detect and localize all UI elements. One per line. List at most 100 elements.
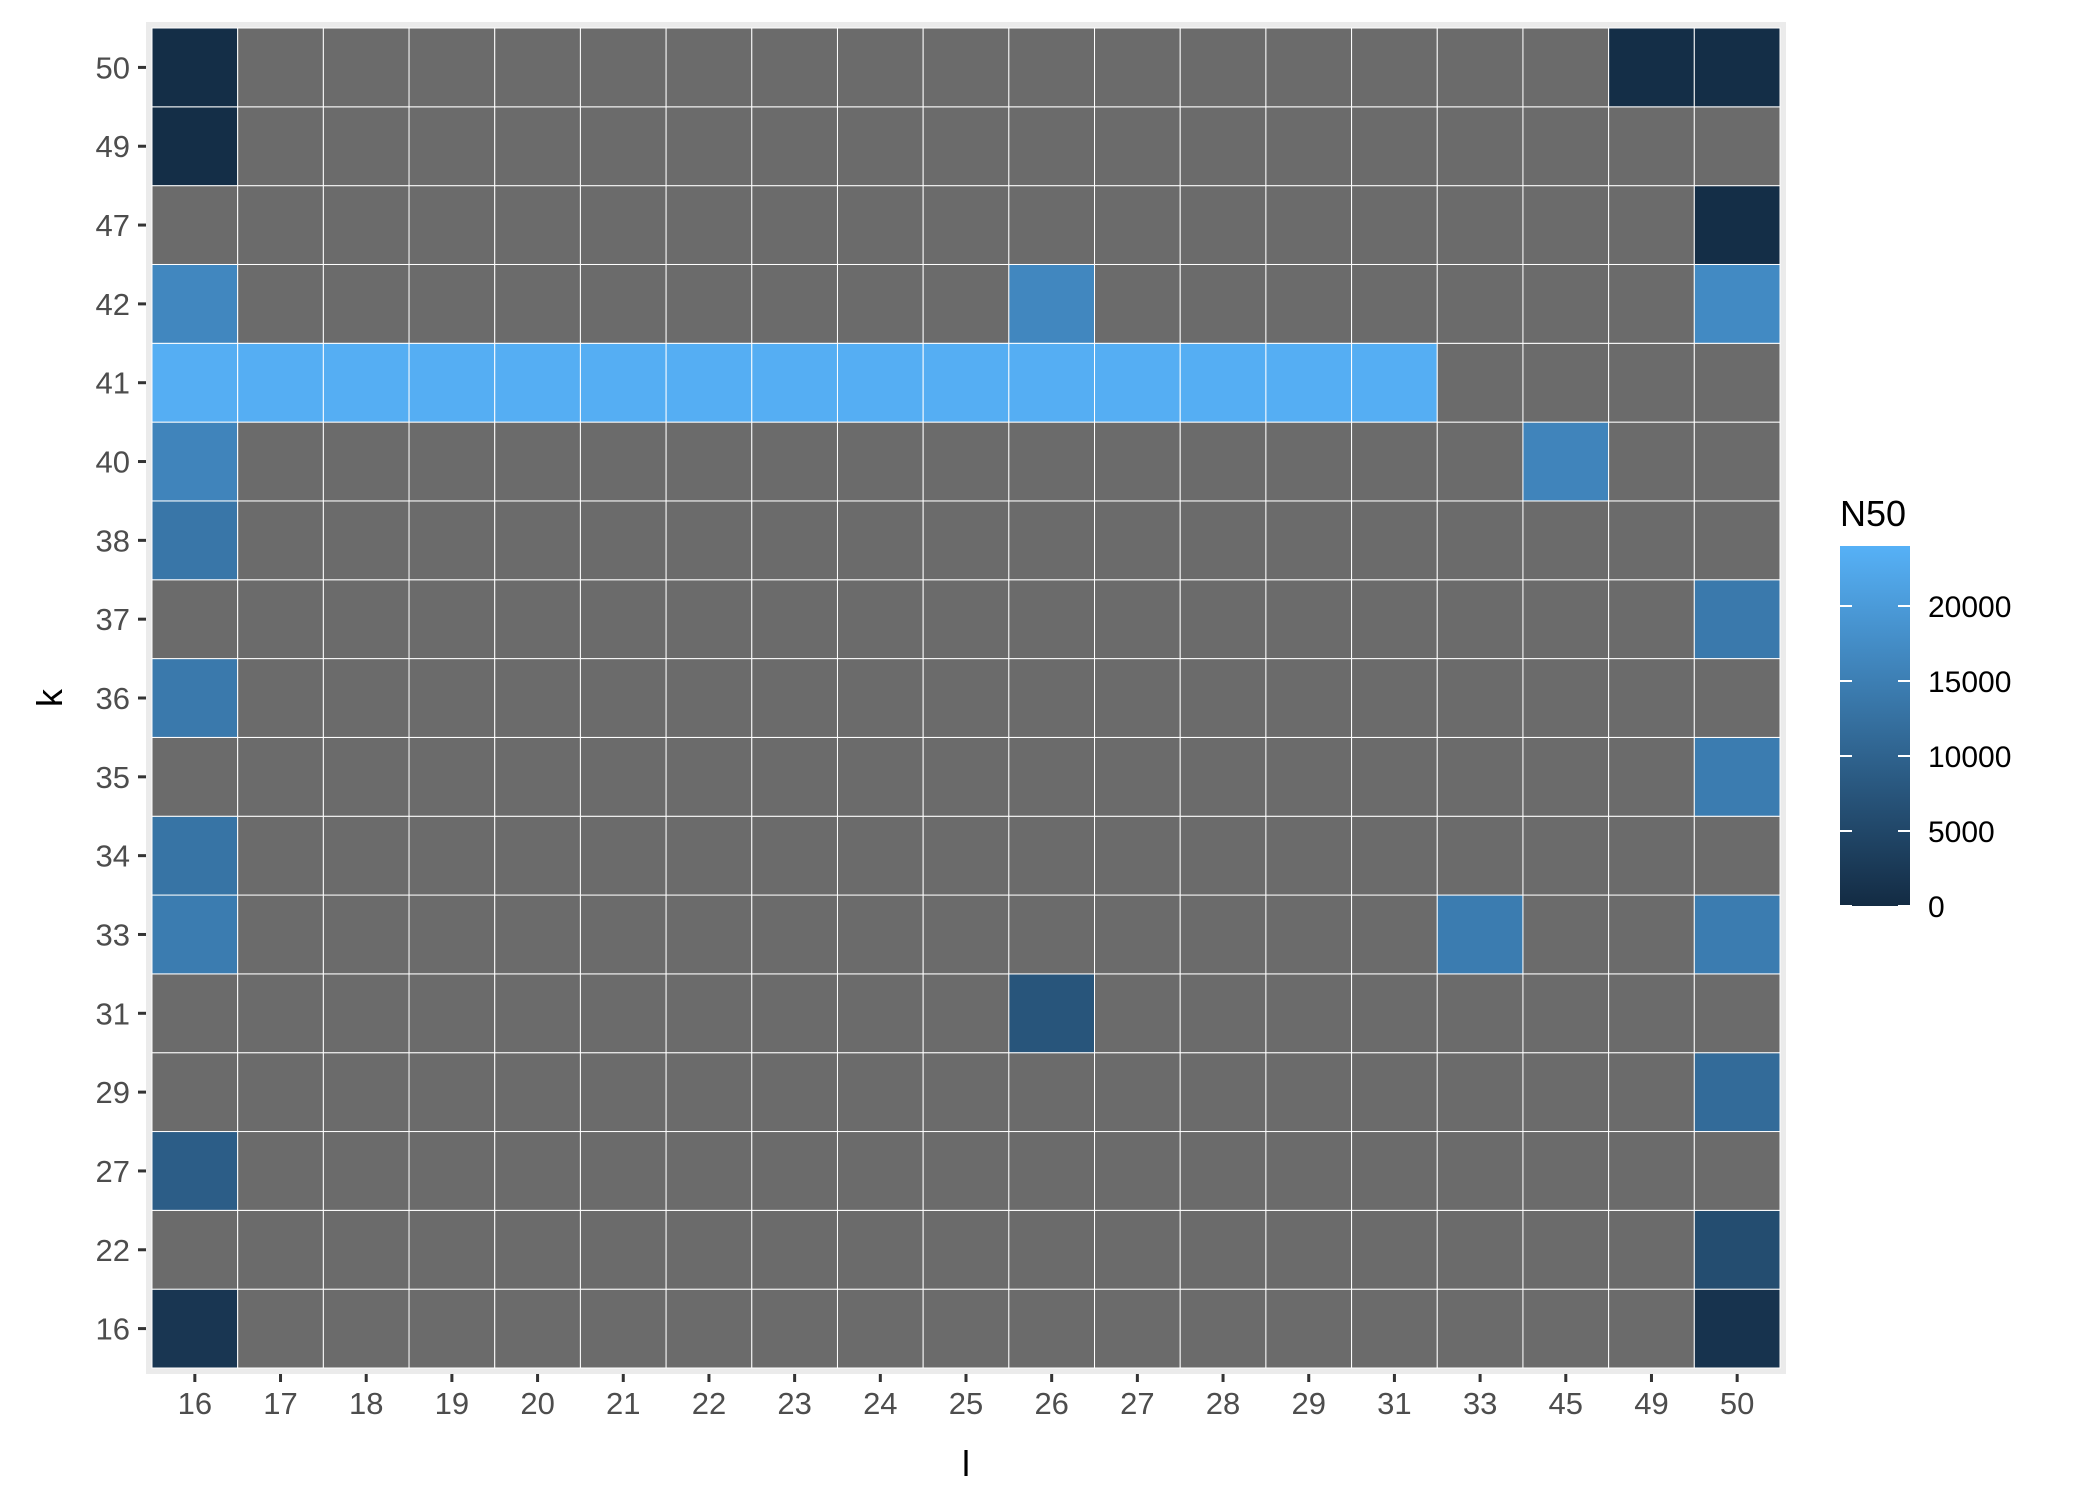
y-tick-label: 37 (96, 602, 130, 637)
heatmap-cell-na (836, 1209, 924, 1290)
heatmap-cell-na (408, 27, 496, 108)
heatmap-cell-na (1179, 421, 1267, 502)
heatmap-cell (1693, 263, 1781, 344)
heatmap-cell-na (579, 894, 667, 975)
heatmap-cell (665, 342, 753, 423)
heatmap-cell-na (494, 579, 581, 660)
heatmap-cell-na (1094, 1131, 1181, 1211)
heatmap-cell-na (1693, 421, 1781, 502)
heatmap-cell-na (408, 263, 496, 344)
heatmap-cell-na (237, 973, 324, 1054)
heatmap-cell-na (1179, 185, 1267, 265)
heatmap-cell-na (494, 106, 581, 187)
heatmap-cell-na (322, 106, 410, 187)
heatmap-cell-na (579, 1052, 667, 1133)
heatmap-cell-na (494, 894, 581, 975)
heatmap-cell-na (1436, 1131, 1524, 1211)
heatmap-cell-na (665, 1052, 753, 1133)
heatmap-cell-na (1608, 579, 1695, 660)
heatmap-cell-na (922, 1209, 1010, 1290)
heatmap-cell-na (322, 27, 410, 108)
heatmap-cell-na (665, 1131, 753, 1211)
y-tick-label: 42 (96, 287, 130, 322)
x-tick-label: 17 (263, 1386, 297, 1421)
heatmap-cell-na (237, 1052, 324, 1133)
y-tick-label: 49 (96, 129, 130, 164)
heatmap-cell-na (665, 106, 753, 187)
heatmap-cell-na (1179, 736, 1267, 817)
heatmap-cell-na (922, 500, 1010, 581)
legend-tick-label: 20000 (1928, 591, 2011, 624)
heatmap-cell-na (1351, 1288, 1438, 1369)
heatmap-cell-na (665, 973, 753, 1054)
heatmap-cell-na (579, 973, 667, 1054)
x-tick-label: 45 (1549, 1386, 1583, 1421)
heatmap-cell-na (579, 106, 667, 187)
heatmap-cell-na (1179, 106, 1267, 187)
heatmap-cell-na (1608, 973, 1695, 1054)
heatmap-cell-na (922, 894, 1010, 975)
heatmap-cell-na (1008, 185, 1096, 265)
y-tick-label: 40 (96, 445, 130, 480)
heatmap-cell-na (322, 1052, 410, 1133)
heatmap-cell-na (408, 106, 496, 187)
heatmap-cell-na (237, 106, 324, 187)
heatmap-cell-na (579, 815, 667, 896)
x-tick-label: 29 (1291, 1386, 1325, 1421)
heatmap-cell-na (1608, 1052, 1695, 1133)
heatmap-cell-na (494, 973, 581, 1054)
heatmap-cell-na (1351, 658, 1438, 738)
heatmap-cell (1693, 736, 1781, 817)
heatmap-cell-na (1436, 500, 1524, 581)
heatmap-cell-na (1693, 500, 1781, 581)
heatmap-cell-na (1265, 1288, 1353, 1369)
legend-tick-label: 5000 (1928, 816, 1995, 849)
heatmap-cell-na (1008, 27, 1096, 108)
heatmap-cell-na (1351, 1131, 1438, 1211)
heatmap-cell-na (1094, 421, 1181, 502)
heatmap-cell-na (1351, 500, 1438, 581)
heatmap-cell-na (1436, 1209, 1524, 1290)
heatmap-cells (151, 27, 1781, 1369)
heatmap-cell-na (1522, 263, 1610, 344)
heatmap-cell-na (237, 27, 324, 108)
heatmap-cell-na (494, 1052, 581, 1133)
heatmap-cell (151, 263, 239, 344)
x-tick-label: 25 (949, 1386, 983, 1421)
heatmap-cell-na (1265, 185, 1353, 265)
y-tick-label: 41 (96, 366, 130, 401)
heatmap-cell-na (836, 27, 924, 108)
heatmap-cell-na (1522, 185, 1610, 265)
y-tick-label: 22 (96, 1233, 130, 1268)
heatmap-cell-na (1008, 1288, 1096, 1369)
heatmap-cell-na (494, 27, 581, 108)
heatmap-cell-na (237, 1288, 324, 1369)
heatmap-cell-na (408, 1209, 496, 1290)
heatmap-cell-na (1265, 894, 1353, 975)
heatmap-cell-na (494, 658, 581, 738)
heatmap-cell-na (237, 658, 324, 738)
heatmap-cell-na (408, 658, 496, 738)
heatmap-cell-na (751, 1052, 838, 1133)
heatmap-cell-na (1522, 1052, 1610, 1133)
heatmap-cell-na (408, 1288, 496, 1369)
heatmap-cell (494, 342, 581, 423)
heatmap-cell-na (665, 815, 753, 896)
heatmap-cell-na (922, 263, 1010, 344)
x-tick-label: 49 (1634, 1386, 1668, 1421)
heatmap-cell-na (322, 579, 410, 660)
heatmap-cell-na (1436, 263, 1524, 344)
heatmap-cell-na (1351, 579, 1438, 660)
heatmap-cell (237, 342, 324, 423)
heatmap-cell-na (922, 106, 1010, 187)
heatmap-cell-na (1351, 421, 1438, 502)
heatmap-cell-na (494, 815, 581, 896)
heatmap-cell-na (751, 894, 838, 975)
heatmap-cell-na (1094, 500, 1181, 581)
heatmap-cell-na (1094, 1052, 1181, 1133)
heatmap-cell-na (1179, 263, 1267, 344)
heatmap-cell-na (1265, 579, 1353, 660)
heatmap-cell-na (1351, 106, 1438, 187)
heatmap-cell-na (922, 815, 1010, 896)
